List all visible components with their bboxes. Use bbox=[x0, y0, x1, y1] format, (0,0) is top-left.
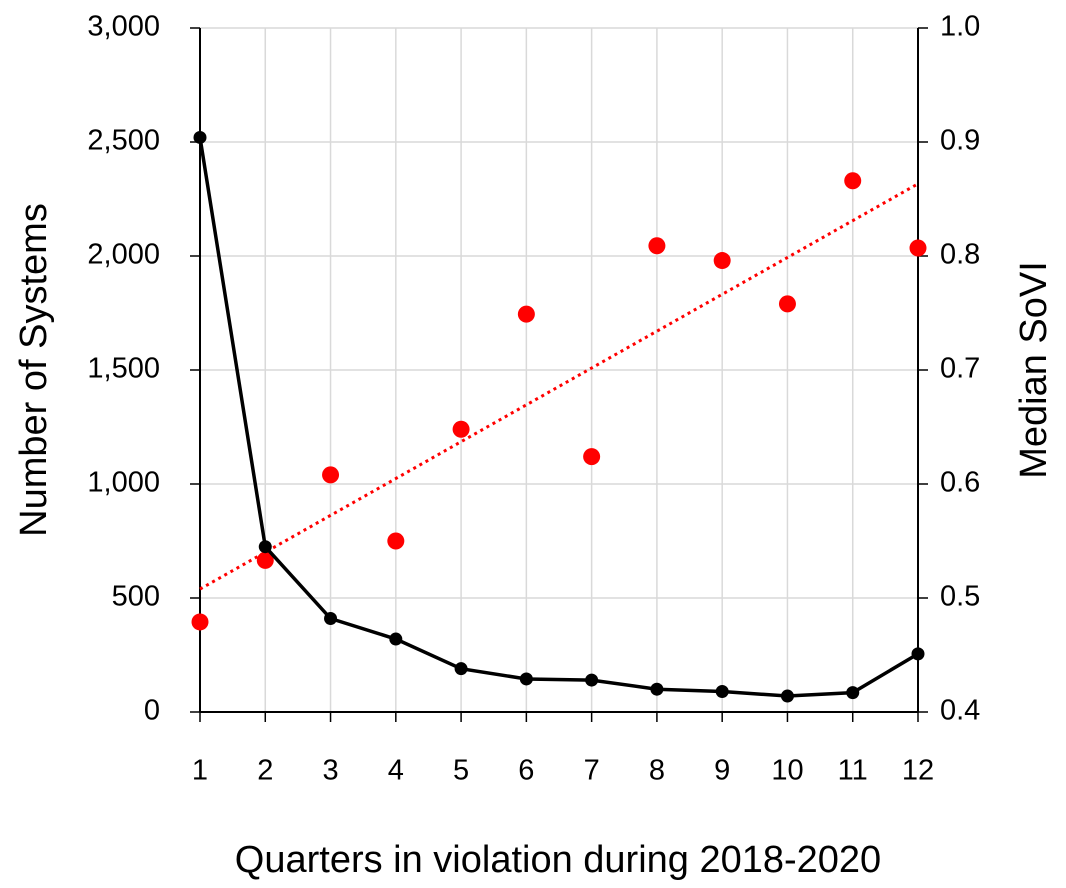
y-tick-label: 1,500 bbox=[87, 353, 160, 385]
x-tick-label: 5 bbox=[453, 755, 469, 787]
x-axis-title: Quarters in violation during 2018-2020 bbox=[235, 839, 881, 881]
y-tick-label: 1,000 bbox=[87, 467, 160, 499]
line-marker bbox=[519, 672, 533, 686]
line-marker bbox=[324, 612, 338, 626]
line-marker bbox=[911, 647, 925, 661]
line-marker bbox=[585, 673, 599, 687]
scatter-point bbox=[648, 237, 666, 255]
line-marker bbox=[193, 130, 207, 144]
trendline bbox=[199, 182, 919, 591]
scatter-point bbox=[191, 613, 209, 631]
y2-tick-label: 0.5 bbox=[940, 581, 980, 613]
scatter-point bbox=[844, 172, 862, 190]
y2-tick-label: 0.7 bbox=[940, 353, 980, 385]
y-tick-label: 500 bbox=[112, 581, 160, 613]
x-tick-label: 6 bbox=[518, 755, 534, 787]
y2-tick-label: 1.0 bbox=[940, 11, 980, 43]
scatter-point bbox=[517, 305, 535, 323]
line-marker bbox=[650, 682, 664, 696]
line-marker bbox=[715, 684, 729, 698]
line-marker bbox=[780, 689, 794, 703]
scatter-point bbox=[778, 295, 796, 313]
x-tick-label: 7 bbox=[584, 755, 600, 787]
y2-tick-label: 0.8 bbox=[940, 239, 980, 271]
x-tick-label: 1 bbox=[192, 755, 208, 787]
scatter-point bbox=[583, 448, 601, 466]
y2-tick-label: 0.6 bbox=[940, 467, 980, 499]
x-tick-label: 2 bbox=[257, 755, 273, 787]
x-tick-label: 4 bbox=[388, 755, 404, 787]
y-tick-label: 0 bbox=[144, 695, 160, 727]
scatter-point bbox=[387, 532, 405, 550]
line-marker bbox=[389, 632, 403, 646]
x-tick-label: 9 bbox=[714, 755, 730, 787]
x-tick-label: 12 bbox=[902, 755, 934, 787]
line-marker bbox=[258, 540, 272, 554]
y2-axis-title: Median SoVI bbox=[1013, 261, 1055, 479]
x-tick-label: 11 bbox=[838, 755, 868, 787]
x-tick-label: 3 bbox=[322, 755, 338, 787]
y2-tick-label: 0.4 bbox=[940, 695, 980, 727]
data-line bbox=[198, 137, 919, 698]
y-tick-label: 3,000 bbox=[87, 11, 160, 43]
scatter-point bbox=[909, 239, 927, 257]
scatter-point bbox=[452, 420, 470, 438]
scatter-point bbox=[256, 551, 274, 569]
y-axis-title: Number of Systems bbox=[13, 203, 55, 537]
scatter-point bbox=[713, 252, 731, 270]
x-tick-label: 10 bbox=[771, 755, 803, 787]
x-tick-label: 8 bbox=[649, 755, 665, 787]
line-marker bbox=[846, 686, 860, 700]
y-tick-label: 2,000 bbox=[87, 239, 160, 271]
y-tick-label: 2,500 bbox=[87, 125, 160, 157]
line-marker bbox=[454, 662, 468, 676]
scatter-point bbox=[322, 466, 340, 484]
y2-tick-label: 0.9 bbox=[940, 125, 980, 157]
